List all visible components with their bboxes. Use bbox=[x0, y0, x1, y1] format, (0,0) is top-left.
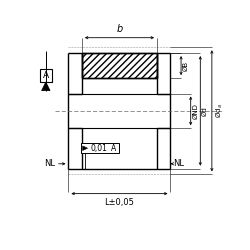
Text: L±0,05: L±0,05 bbox=[104, 198, 134, 207]
Polygon shape bbox=[42, 82, 50, 91]
Bar bbox=[81, 143, 118, 153]
Bar bbox=[82, 53, 157, 78]
Text: Ød: Ød bbox=[202, 106, 208, 116]
Text: A: A bbox=[43, 71, 49, 80]
Text: A: A bbox=[111, 144, 116, 153]
Text: ØB: ØB bbox=[182, 60, 188, 71]
Text: Ød$_a$: Ød$_a$ bbox=[214, 104, 224, 118]
Text: NL: NL bbox=[44, 159, 55, 168]
Text: b: b bbox=[116, 24, 122, 34]
Bar bbox=[40, 70, 52, 82]
Text: NL: NL bbox=[173, 159, 184, 168]
Text: ØND: ØND bbox=[192, 103, 198, 119]
Text: 0,01: 0,01 bbox=[90, 144, 108, 153]
Polygon shape bbox=[82, 146, 87, 150]
